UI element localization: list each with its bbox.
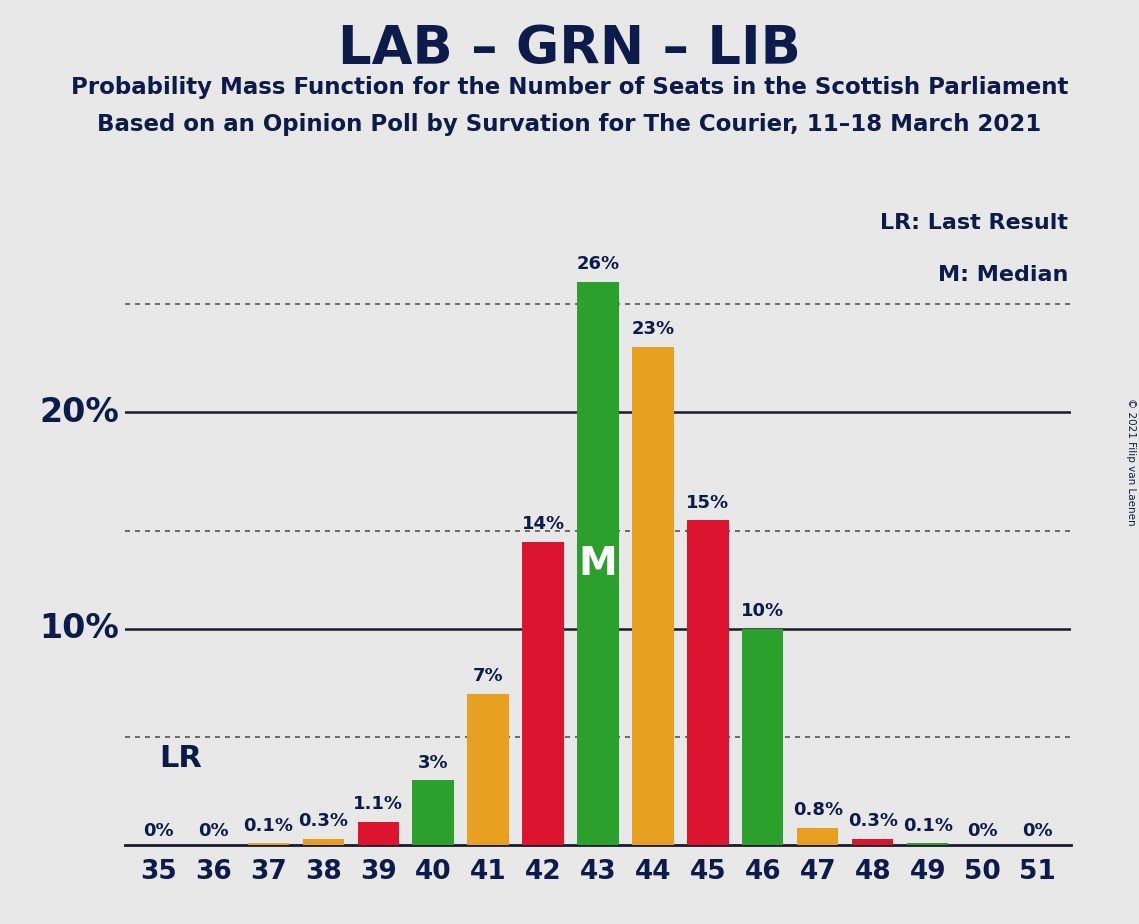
Bar xyxy=(467,694,509,845)
Text: 0.3%: 0.3% xyxy=(847,812,898,831)
Text: 10%: 10% xyxy=(741,602,785,620)
Text: LR: LR xyxy=(158,744,202,772)
Text: 23%: 23% xyxy=(631,321,674,338)
Text: 7%: 7% xyxy=(473,667,503,685)
Text: M: Median: M: Median xyxy=(937,265,1068,285)
Text: 0.3%: 0.3% xyxy=(298,812,349,831)
Bar xyxy=(907,844,949,845)
Text: 10%: 10% xyxy=(39,613,118,645)
Text: 0.8%: 0.8% xyxy=(793,801,843,820)
Bar xyxy=(687,520,729,845)
Bar xyxy=(743,629,784,845)
Text: Probability Mass Function for the Number of Seats in the Scottish Parliament: Probability Mass Function for the Number… xyxy=(71,76,1068,99)
Bar xyxy=(412,781,453,845)
Text: LR: Last Result: LR: Last Result xyxy=(880,213,1068,233)
Bar xyxy=(797,828,838,845)
Text: 0%: 0% xyxy=(967,822,998,840)
Text: 20%: 20% xyxy=(39,395,118,429)
Text: © 2021 Filip van Laenen: © 2021 Filip van Laenen xyxy=(1126,398,1136,526)
Text: 15%: 15% xyxy=(687,493,729,512)
Text: 14%: 14% xyxy=(522,516,565,533)
Text: 0%: 0% xyxy=(198,822,229,840)
Text: 0%: 0% xyxy=(1023,822,1052,840)
Text: 0%: 0% xyxy=(144,822,173,840)
Text: 3%: 3% xyxy=(418,754,449,772)
Text: 26%: 26% xyxy=(576,255,620,274)
Bar xyxy=(303,839,344,845)
Bar xyxy=(852,839,893,845)
Bar xyxy=(523,542,564,845)
Text: LAB – GRN – LIB: LAB – GRN – LIB xyxy=(338,23,801,75)
Text: 0.1%: 0.1% xyxy=(244,817,293,834)
Text: 1.1%: 1.1% xyxy=(353,795,403,813)
Text: 0.1%: 0.1% xyxy=(903,817,952,834)
Text: M: M xyxy=(579,545,617,583)
Bar xyxy=(632,347,673,845)
Bar xyxy=(358,821,399,845)
Bar xyxy=(577,282,618,845)
Bar xyxy=(247,844,289,845)
Text: Based on an Opinion Poll by Survation for The Courier, 11–18 March 2021: Based on an Opinion Poll by Survation fo… xyxy=(97,113,1042,136)
